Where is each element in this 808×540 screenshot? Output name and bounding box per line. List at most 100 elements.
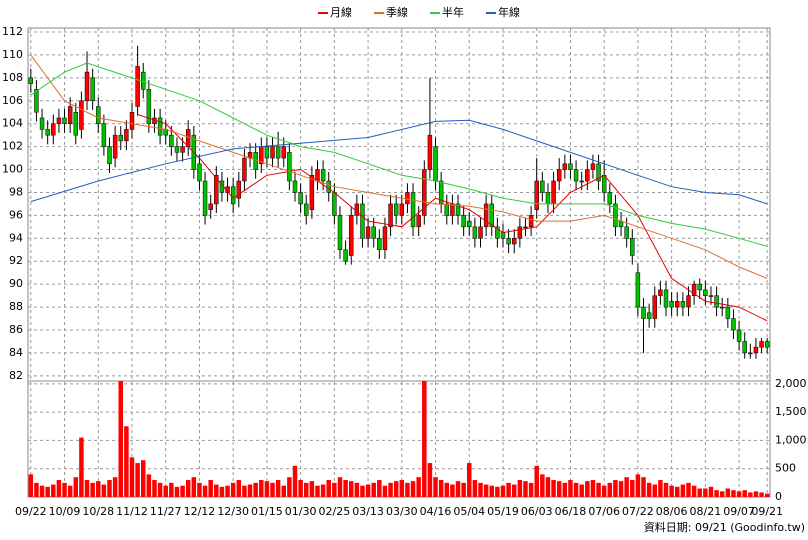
candle-body: [669, 301, 674, 308]
x-tick-label: 05/19: [487, 505, 519, 518]
y-tick-label: 90: [9, 277, 23, 290]
candle-body: [596, 163, 601, 182]
volume-bar: [101, 484, 107, 497]
volume-bar: [399, 480, 405, 497]
x-tick-label: 09/21: [751, 505, 783, 518]
candle-body: [129, 111, 135, 130]
volume-bar: [540, 474, 545, 497]
volume-bar: [163, 485, 168, 497]
candle-body: [292, 180, 298, 193]
volume-bar: [247, 484, 253, 497]
volume-bar: [686, 482, 691, 497]
volume-bar: [28, 474, 34, 497]
candle-body: [663, 289, 669, 308]
volume-bar: [135, 463, 140, 497]
volume-bar: [202, 485, 208, 497]
y-tick-label: 82: [9, 369, 23, 382]
candle-body: [742, 341, 747, 354]
volume-bar: [416, 477, 421, 497]
candle-body: [180, 146, 185, 153]
candle-body: [208, 203, 213, 210]
candle-body: [630, 238, 635, 256]
candle-body: [691, 283, 697, 296]
volume-bar: [528, 482, 534, 497]
candle-body: [96, 106, 101, 124]
volume-bar: [478, 482, 483, 497]
candle-body: [686, 295, 691, 308]
volume-bar: [669, 485, 674, 497]
candle-body: [107, 146, 112, 165]
volume-bar: [264, 481, 270, 497]
volume-bar: [427, 463, 433, 497]
candle-body: [512, 238, 517, 245]
candle-body: [410, 192, 416, 228]
volume-bar: [461, 482, 466, 497]
volume-bar: [67, 485, 73, 497]
x-tick-label: 06/18: [555, 505, 587, 518]
volume-bar: [118, 381, 123, 497]
volume-bar: [618, 481, 624, 497]
candle-body: [697, 283, 702, 291]
candle-body: [337, 215, 343, 251]
candle-body: [517, 226, 523, 239]
volume-bar: [556, 481, 562, 497]
y-tick-label: 112: [2, 25, 23, 38]
volume-bar: [191, 477, 197, 497]
volume-bar: [517, 480, 523, 497]
volume-bar: [129, 457, 135, 497]
ma-line: [30, 54, 768, 279]
candle-body: [585, 169, 590, 182]
volume-bar: [748, 492, 753, 497]
volume-bar: [34, 482, 39, 497]
volume-bar: [562, 482, 568, 497]
volume-bar: [551, 480, 556, 497]
x-tick-label: 11/12: [116, 505, 148, 518]
volume-bar: [388, 482, 393, 497]
candle-body: [169, 134, 174, 147]
legend-label: 年線: [498, 5, 520, 19]
x-tick-label: 08/06: [656, 505, 688, 518]
volume-bar: [208, 480, 213, 497]
x-tick-label: 03/13: [352, 505, 384, 518]
candle-body: [764, 341, 770, 348]
volume-bar: [169, 482, 174, 497]
candle-body: [34, 89, 39, 113]
candle-body: [455, 203, 461, 216]
candle-body: [118, 134, 123, 142]
volume-bar: [646, 482, 652, 497]
volume-bar: [174, 486, 180, 497]
x-tick-label: 12/30: [217, 505, 249, 518]
candle-body: [264, 146, 270, 159]
candle-body: [214, 175, 219, 205]
candle-body: [360, 203, 365, 239]
x-tick-label: 02/25: [319, 505, 351, 518]
volume-bar: [573, 482, 579, 497]
volume-bar: [719, 491, 725, 497]
candle-body: [101, 123, 107, 147]
volume-bar: [219, 486, 225, 497]
y-tick-label: 86: [9, 323, 23, 336]
volume-bar: [438, 480, 444, 497]
volume-bar: [371, 482, 376, 497]
candle-body: [528, 215, 534, 228]
candle-body: [680, 301, 686, 308]
volume-bar: [259, 480, 264, 497]
candle-body: [287, 152, 292, 182]
candle-body: [523, 226, 528, 229]
candle-body: [495, 226, 500, 239]
x-tick-label: 07/22: [622, 505, 654, 518]
x-tick-label: 01/30: [285, 505, 317, 518]
candle-body: [157, 117, 163, 136]
candle-body: [506, 238, 511, 245]
y-tick-label: 96: [9, 208, 23, 221]
volume-bar: [253, 482, 258, 497]
volume-bar: [641, 477, 646, 497]
volume-bar: [596, 482, 601, 497]
volume-bar: [489, 485, 494, 497]
candle-body: [405, 192, 410, 205]
volume-bar: [157, 482, 163, 497]
volume-bar: [691, 485, 697, 497]
candle-body: [675, 301, 680, 308]
y2-tick-label: 1,000: [775, 433, 807, 446]
volume-bar: [377, 480, 382, 497]
